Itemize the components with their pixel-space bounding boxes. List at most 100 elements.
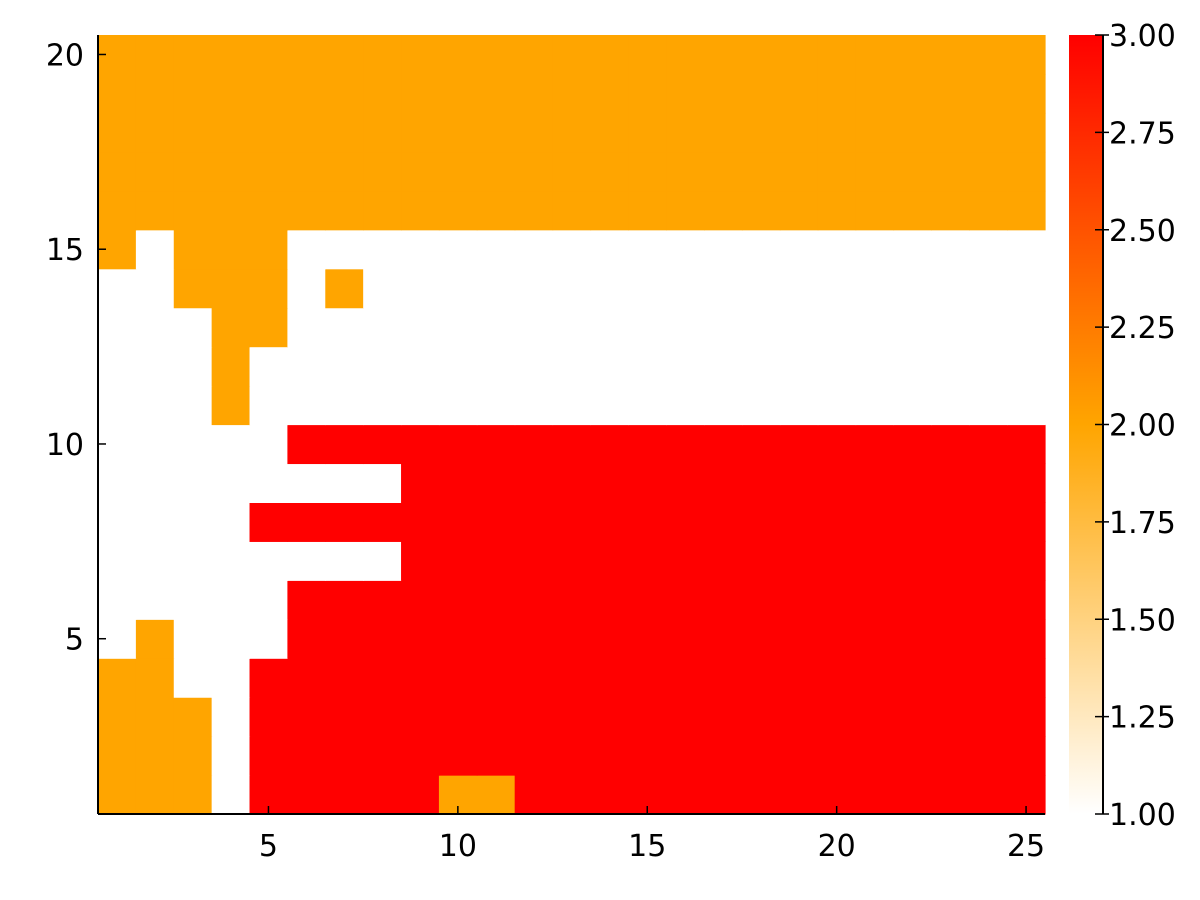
heatmap-cell [704, 268, 743, 309]
heatmap-cell [817, 658, 857, 698]
heatmap-cell [98, 736, 137, 776]
heatmap-cell [779, 385, 819, 426]
heatmap-cell [590, 736, 629, 776]
heatmap-cell [817, 35, 857, 75]
heatmap-cell [363, 229, 402, 270]
heatmap-cell [363, 190, 402, 231]
heatmap-cell [325, 385, 364, 426]
heatmap-cell [704, 658, 743, 698]
heatmap-cell [325, 151, 364, 192]
heatmap-cell [855, 268, 895, 309]
heatmap-cell [817, 580, 857, 620]
heatmap-cell [855, 736, 895, 776]
heatmap-cell [514, 697, 554, 737]
heatmap-cell [514, 112, 554, 153]
heatmap-cell [817, 151, 857, 192]
heatmap-cell [666, 658, 705, 698]
heatmap-cell [704, 580, 743, 620]
x-tick-label: 10 [439, 829, 477, 864]
heatmap-cell [287, 346, 326, 387]
heatmap-cell [590, 424, 629, 465]
heatmap-cell [514, 619, 554, 659]
heatmap-cell [363, 307, 402, 348]
heatmap-cell [552, 73, 592, 114]
heatmap-cell [666, 541, 705, 581]
heatmap-cell [98, 112, 137, 153]
heatmap-cell [590, 35, 629, 75]
heatmap-cell [135, 307, 175, 348]
heatmap-cell [590, 112, 629, 153]
heatmap-cell [135, 736, 175, 776]
colorbar-tick-label: 2.75 [1109, 116, 1176, 151]
heatmap-cell [666, 463, 705, 503]
heatmap-cell [211, 151, 251, 192]
heatmap-cell [287, 424, 326, 465]
heatmap-cell [325, 229, 364, 270]
heatmap-cell [855, 229, 895, 270]
heatmap-cell [287, 580, 326, 620]
heatmap-cell [401, 346, 440, 387]
heatmap-cell [552, 541, 592, 581]
heatmap-cell [211, 190, 251, 231]
heatmap-cell [666, 112, 705, 153]
heatmap-cell [438, 346, 478, 387]
heatmap-cell [666, 502, 705, 542]
heatmap-cell [590, 463, 629, 503]
heatmap-cell [969, 307, 1008, 348]
heatmap-cell [1007, 580, 1046, 620]
heatmap-cell [135, 541, 175, 581]
heatmap-cell [969, 619, 1008, 659]
heatmap-cell [741, 151, 781, 192]
heatmap-cell [476, 268, 516, 309]
heatmap-cell [135, 775, 175, 815]
heatmap-cell [249, 35, 288, 75]
heatmap-cell [741, 229, 781, 270]
heatmap-cell [704, 73, 743, 114]
heatmap-cell [287, 736, 326, 776]
heatmap-cell [893, 307, 932, 348]
heatmap-cell [704, 736, 743, 776]
heatmap-cell [628, 229, 667, 270]
x-tick-label: 20 [818, 829, 856, 864]
heatmap-cell [855, 112, 895, 153]
heatmap-cell [173, 697, 213, 737]
heatmap-cell [552, 424, 592, 465]
heatmap-cell [249, 580, 288, 620]
heatmap-cell [893, 73, 932, 114]
heatmap-cell [779, 190, 819, 231]
heatmap-cell [401, 268, 440, 309]
heatmap-cell [173, 268, 213, 309]
heatmap-cell [325, 580, 364, 620]
heatmap-cell [98, 151, 137, 192]
heatmap-cell [476, 502, 516, 542]
heatmap-cell [855, 541, 895, 581]
heatmap-cell [741, 112, 781, 153]
heatmap-cell [401, 697, 440, 737]
heatmap-cell [325, 346, 364, 387]
heatmap-cell [704, 190, 743, 231]
heatmap-cell [741, 775, 781, 815]
heatmap-cell [135, 424, 175, 465]
heatmap-cell [98, 190, 137, 231]
heatmap-cell [817, 190, 857, 231]
heatmap-cell [779, 73, 819, 114]
heatmap-cell [779, 463, 819, 503]
heatmap-cell [476, 346, 516, 387]
heatmap-cell [969, 463, 1008, 503]
heatmap-cell [325, 775, 364, 815]
heatmap-cell [401, 385, 440, 426]
heatmap-cell [552, 580, 592, 620]
heatmap-cell [173, 346, 213, 387]
heatmap-cell [438, 35, 478, 75]
heatmap-cell [476, 463, 516, 503]
heatmap-cell [931, 385, 970, 426]
heatmap-cell [893, 424, 932, 465]
heatmap-cell [173, 151, 213, 192]
heatmap-cell [666, 151, 705, 192]
heatmap-cell [211, 736, 251, 776]
heatmap-cell [590, 697, 629, 737]
heatmap-cell [135, 697, 175, 737]
heatmap-cell [855, 73, 895, 114]
heatmap-cell [287, 307, 326, 348]
heatmap-cell [704, 541, 743, 581]
